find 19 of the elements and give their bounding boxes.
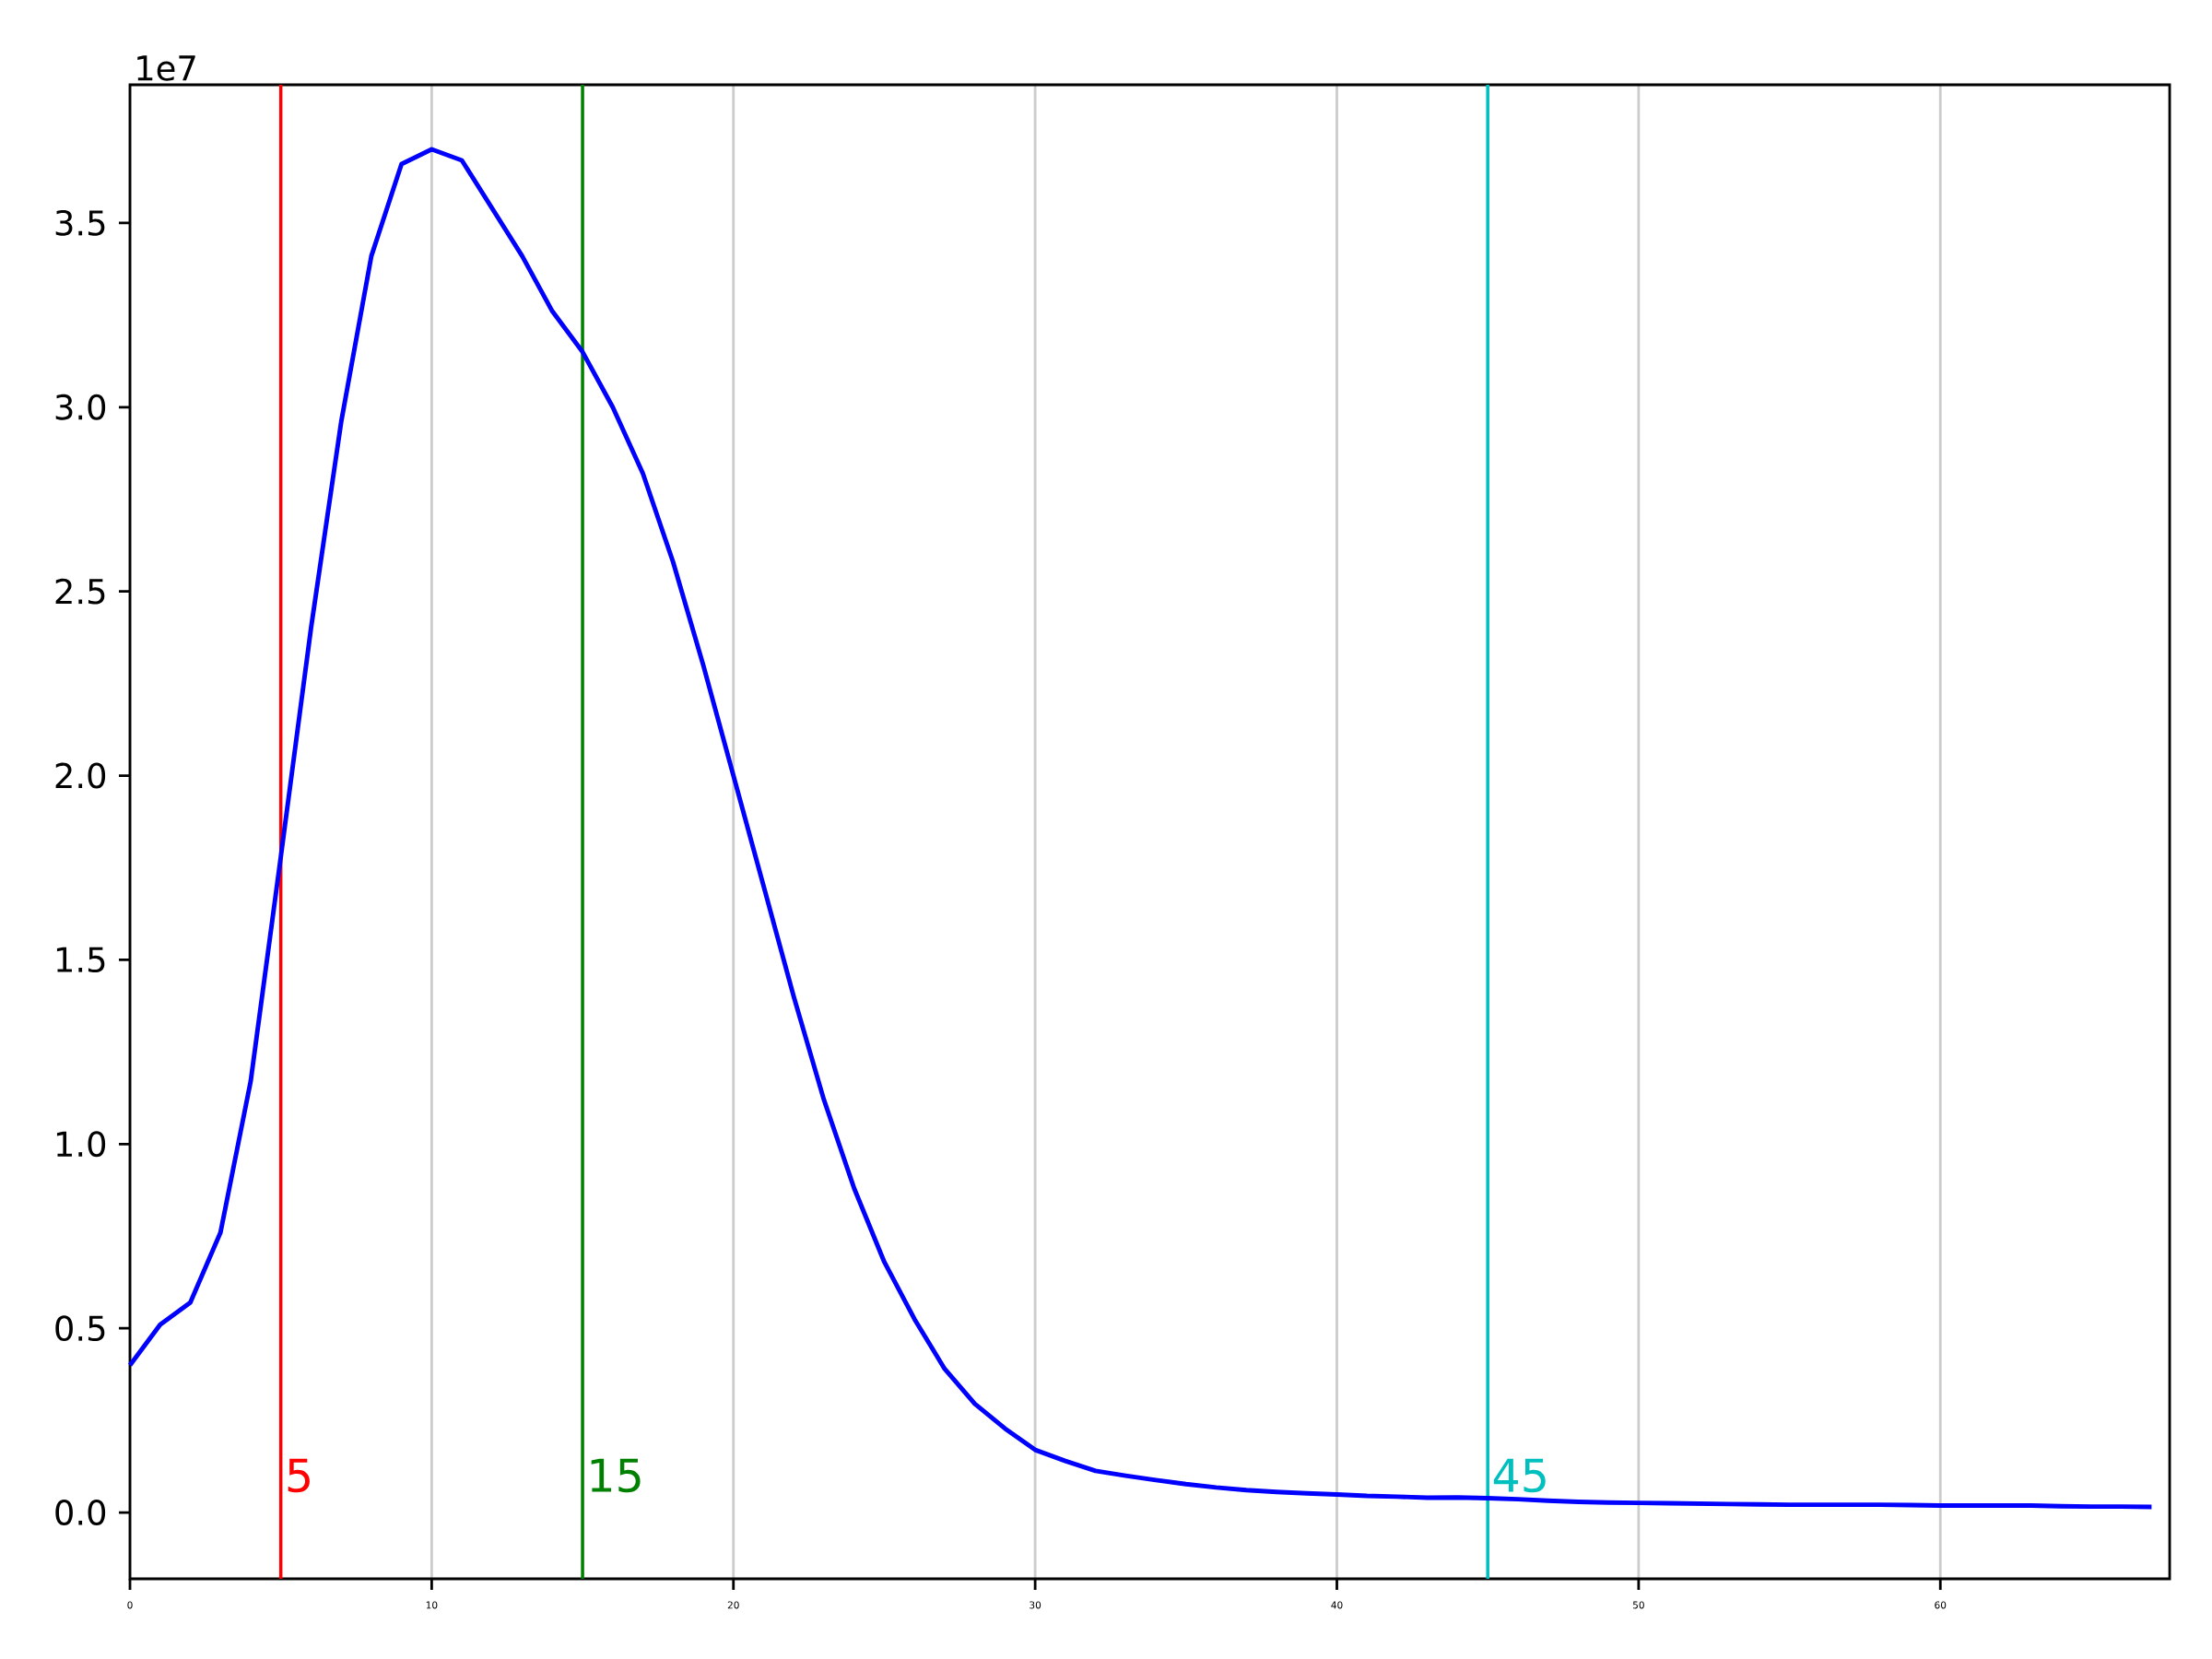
text: 1e7 (137, 55, 195, 81)
y-tick-label: 1.0 (56, 1131, 106, 1158)
y-tick-label: 1.5 (56, 947, 105, 973)
ref-line-label: 15 (591, 1458, 641, 1493)
y-tick-label: 3.5 (55, 209, 105, 236)
ref-line-label: 5 (288, 1458, 310, 1493)
ref-line-label: 45 (1493, 1458, 1546, 1493)
y-tick-label: 2.5 (55, 578, 105, 605)
x-tick-label: 0 (127, 1601, 133, 1609)
x-tick-label: 60 (1935, 1601, 1947, 1609)
x-tick-label: 50 (1633, 1601, 1644, 1609)
y-tick-label: 0.0 (55, 1500, 106, 1525)
y-tick-label: 2.0 (55, 762, 106, 789)
x-tick-label: 40 (1331, 1601, 1343, 1609)
y-tick-label: 3.0 (55, 394, 106, 420)
x-tick-label: 10 (426, 1601, 438, 1609)
x-tick-label: 30 (1030, 1601, 1041, 1609)
x-tick-label: 20 (727, 1601, 739, 1609)
y-tick-label: 0.5 (55, 1315, 105, 1342)
